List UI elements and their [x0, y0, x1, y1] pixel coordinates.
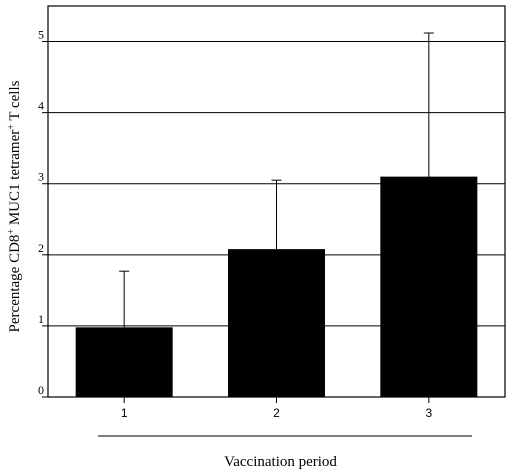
y-label-pre: Percentage CD8: [7, 235, 23, 333]
x-ticks: 1 2 3: [121, 397, 432, 420]
y-label-sup2: +: [6, 124, 17, 130]
plot-frame: [47, 5, 506, 398]
y-tick-label-0: 0: [38, 383, 44, 397]
bar-3: [380, 176, 478, 397]
y-ticks: 0 1 2 3 4 5: [38, 28, 48, 398]
x-axis-label: Vaccination period: [224, 454, 337, 470]
y-axis-label: Percentage CD8+ MUC1 tetramer+ T cells: [6, 80, 24, 332]
bar-2: [228, 249, 325, 397]
x-tick-label-1: 1: [121, 406, 128, 420]
y-tick-label-4: 4: [38, 99, 44, 113]
y-label-mid: MUC1 tetramer: [7, 130, 23, 229]
y-tick-label-3: 3: [38, 170, 44, 184]
x-tick-label-3: 3: [425, 406, 432, 420]
y-tick-label-2: 2: [38, 241, 44, 255]
y-tick-label-1: 1: [38, 312, 44, 326]
bar-1: [75, 327, 173, 397]
y-label-post: T cells: [7, 80, 23, 124]
y-label-sup1: +: [6, 229, 17, 235]
bars: [75, 176, 478, 397]
x-tick-label-2: 2: [273, 406, 280, 420]
error-bars: [119, 32, 434, 328]
y-tick-label-5: 5: [38, 28, 44, 42]
